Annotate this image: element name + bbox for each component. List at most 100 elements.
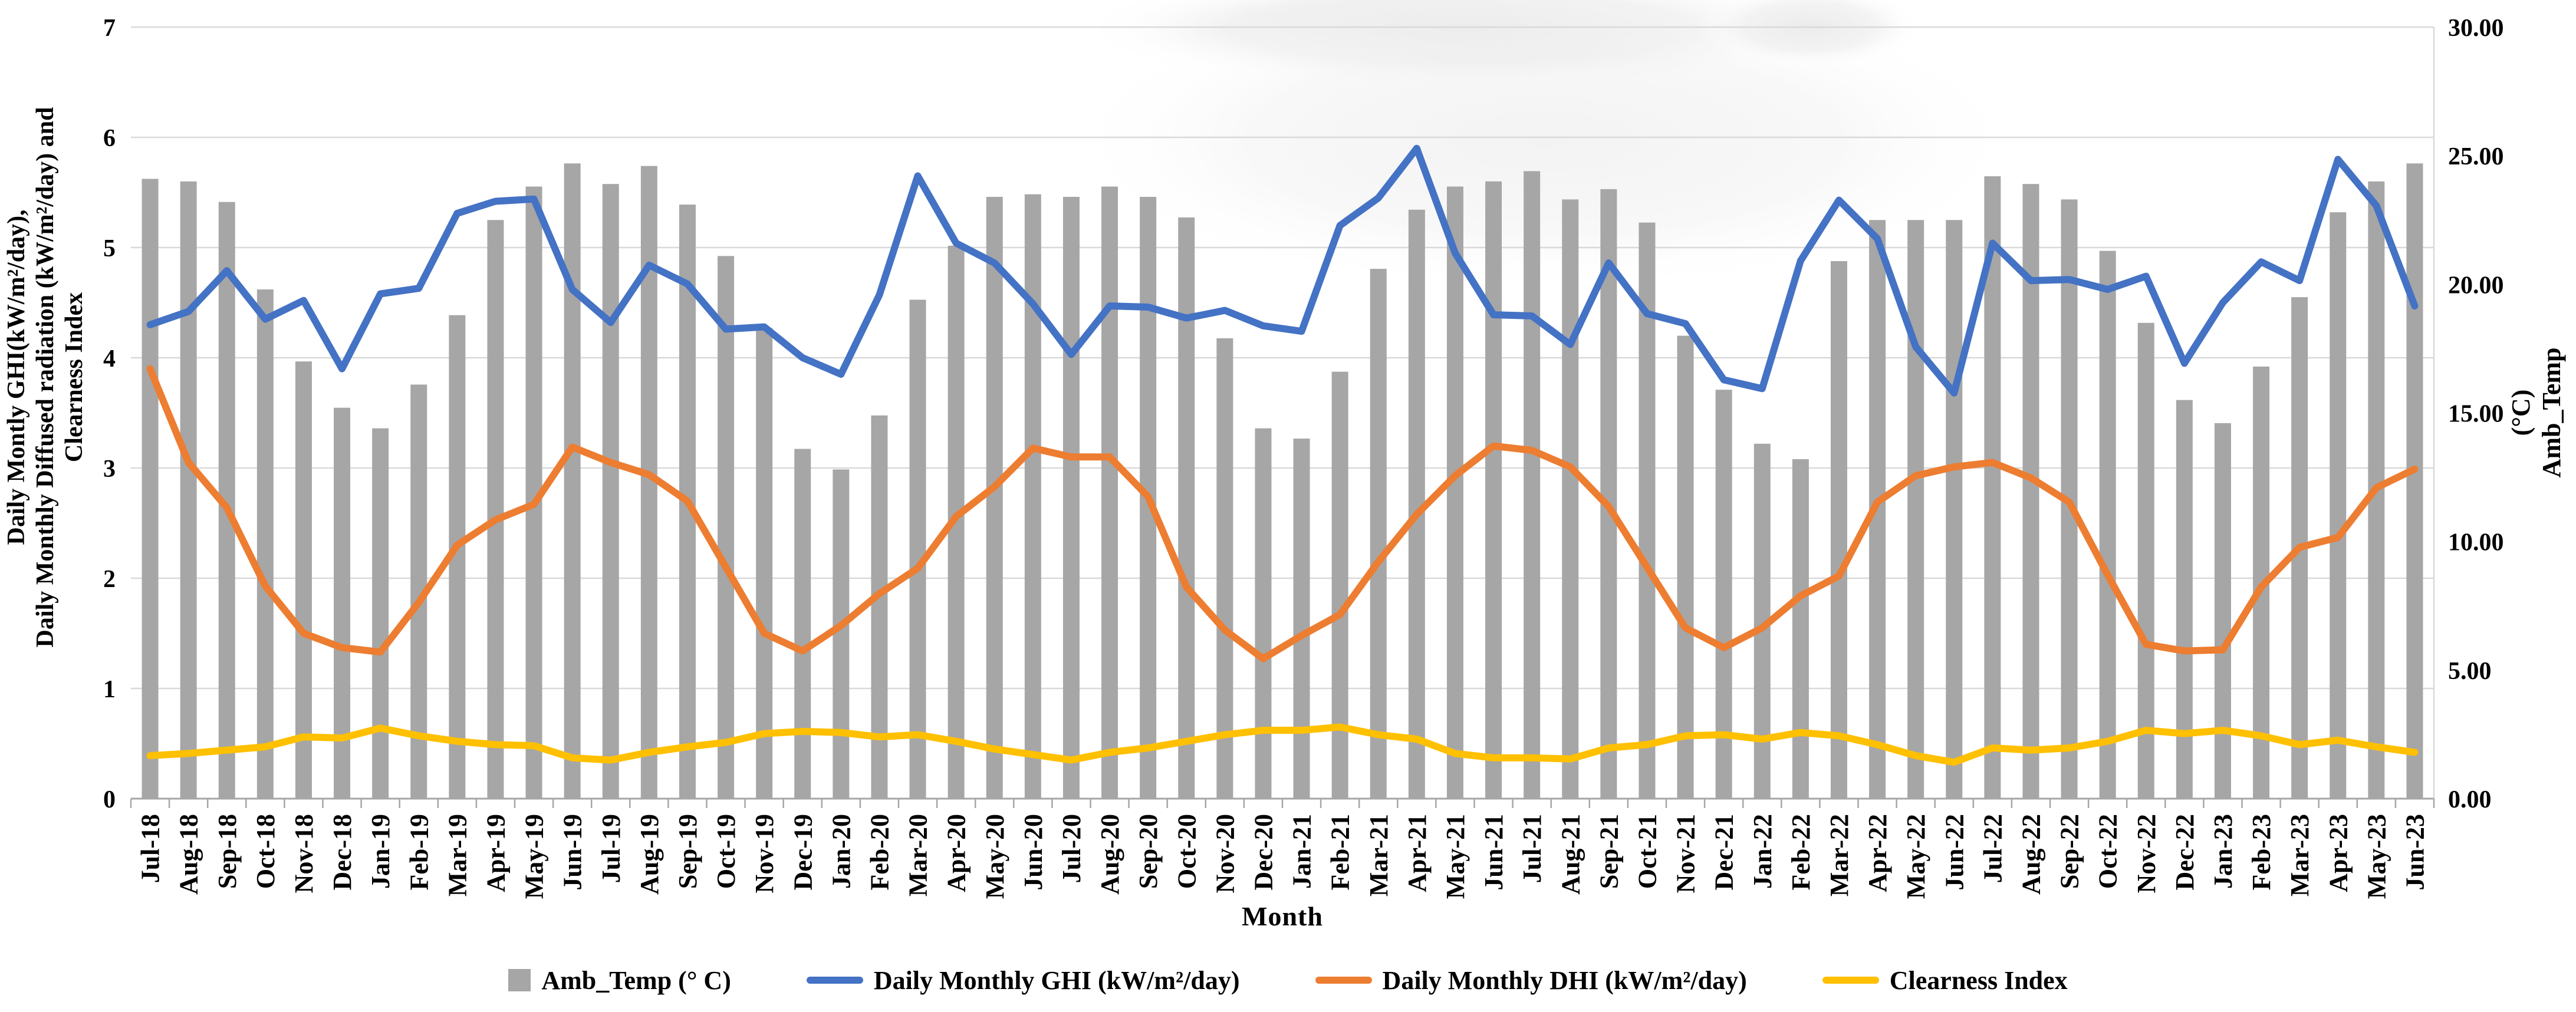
x-axis-title: Month <box>1242 901 1323 931</box>
month-tick-label: Jun-22 <box>1940 814 1969 891</box>
left-axis-tick-labels: 0 1 2 3 4 5 6 7 <box>103 15 116 813</box>
amb-temp-bar <box>2022 184 2039 799</box>
left-axis-tick-label: 1 <box>103 676 116 703</box>
amb-temp-bar <box>1178 217 1195 799</box>
left-axis-tick-label: 2 <box>103 566 116 593</box>
left-axis-tick-label: 4 <box>103 345 116 373</box>
right-axis-tick-label: 15.00 <box>2448 401 2504 428</box>
amb-temp-bar <box>1331 371 1348 799</box>
month-tick-label: May-19 <box>520 814 549 899</box>
month-tick-label: Aug-22 <box>2016 814 2045 895</box>
right-axis-title-line2: Amb_Temp <box>2537 347 2566 478</box>
amb-temp-bar <box>2099 250 2116 799</box>
legend-label: Daily Monthly DHI (kW/m²/day) <box>1382 965 1747 995</box>
amb-temp-bar <box>909 299 926 799</box>
month-tick-label: May-22 <box>1901 814 1930 899</box>
month-tick-label: Feb-19 <box>404 814 433 891</box>
right-axis-tick-label: 10.00 <box>2448 529 2504 556</box>
month-tick-label: Mar-20 <box>904 814 933 896</box>
amb-temp-bar <box>1216 338 1233 799</box>
month-tick-label: Nov-21 <box>1672 814 1700 893</box>
amb-temp-bar <box>794 449 811 799</box>
amb-temp-bar <box>1062 196 1080 799</box>
month-tick-label: Aug-20 <box>1095 814 1124 895</box>
month-tick-label: Aug-21 <box>1556 814 1585 895</box>
amb-temp-bar <box>1293 439 1310 799</box>
amb-temp-bar <box>1524 171 1541 799</box>
month-tick-label: Dec-22 <box>2170 814 2199 891</box>
amb-temp-bar <box>1024 194 1041 799</box>
month-tick-label: Oct-20 <box>1172 814 1201 889</box>
month-tick-label: Jul-19 <box>597 814 626 883</box>
month-tick-label: Jul-22 <box>1978 814 2007 883</box>
month-tick-label: Nov-22 <box>2132 814 2161 893</box>
amb-temp-bar <box>833 469 850 799</box>
month-tick-label: Sep-22 <box>2055 814 2084 889</box>
ghi-line-swatch-icon <box>806 977 863 984</box>
amb-temp-bar <box>1830 261 1847 799</box>
month-tick-label: Dec-20 <box>1249 814 1278 891</box>
legend-item-clearness: Clearness Index <box>1822 965 2068 995</box>
left-axis-tick-label: 7 <box>103 15 116 42</box>
month-tick-label: Sep-18 <box>213 814 242 889</box>
amb-temp-bar <box>487 220 504 799</box>
amb-temp-bar <box>1907 220 1924 799</box>
left-axis-tick-label: 5 <box>103 235 116 262</box>
month-tick-label: May-20 <box>981 814 1009 899</box>
amb-temp-bar <box>756 328 773 799</box>
month-tick-label: Oct-22 <box>2094 814 2123 889</box>
amb-temp-bar <box>1562 199 1579 799</box>
ghi-line <box>146 144 2419 397</box>
amb-temp-bar <box>986 196 1003 799</box>
month-tick-label: Dec-21 <box>1710 814 1739 891</box>
right-axis-tick-label: 0.00 <box>2448 786 2492 813</box>
month-tick-label: Oct-21 <box>1633 814 1662 889</box>
amb-temp-bar <box>180 181 197 799</box>
clearness-index-line <box>146 723 2419 766</box>
amb-temp-bar <box>256 289 274 799</box>
amb-temp-bar <box>2214 423 2231 799</box>
left-axis-title-line2: Daily Monthly Diffused radiation (kW/m²/… <box>32 107 59 648</box>
month-tick-label: Apr-20 <box>942 814 971 892</box>
amb-temp-bar <box>2137 322 2154 799</box>
amb-temp-bar <box>718 256 735 799</box>
amb-temp-bar <box>1715 390 1732 799</box>
month-tick-label: Jul-18 <box>136 814 165 883</box>
amb-temp-bar <box>1485 181 1502 799</box>
month-tick-label: Jun-19 <box>558 814 587 891</box>
month-tick-label: Sep-20 <box>1134 814 1163 889</box>
amb-temp-bar <box>1792 459 1809 799</box>
right-axis-tick-label: 20.00 <box>2448 272 2504 299</box>
amb-temp-bar <box>295 361 312 799</box>
right-axis-title: (°C) Amb_Temp <box>2506 283 2567 542</box>
month-tick-label: Jul-20 <box>1057 814 1086 883</box>
left-axis-tick-label: 0 <box>103 786 116 813</box>
amb-temp-bar <box>142 179 159 799</box>
amb-temp-bar <box>1370 269 1387 799</box>
month-tick-label: Jan-23 <box>2209 814 2238 889</box>
legend-item-dhi: Daily Monthly DHI (kW/m²/day) <box>1315 965 1747 995</box>
legend-label: Daily Monthly GHI (kW/m²/day) <box>873 965 1240 995</box>
month-tick-label: Jun-21 <box>1479 814 1508 891</box>
left-axis-title-line1: Daily Montly GHI(kW/m²/day), <box>3 209 30 545</box>
amb-temp-bar <box>1446 186 1463 799</box>
month-tick-label: Apr-21 <box>1403 814 1432 892</box>
month-tick-label: Oct-18 <box>251 814 280 889</box>
month-tick-label: Aug-19 <box>635 814 664 895</box>
amb-temp-bar <box>2176 400 2193 799</box>
left-axis-title-line3: Clearness Index <box>61 292 88 463</box>
legend-item-amb-temp: Amb_Temp (° C) <box>508 965 731 995</box>
month-tick-label: Jan-21 <box>1288 814 1317 889</box>
right-axis-tick-label: 30.00 <box>2448 15 2504 42</box>
right-axis-tick-label: 25.00 <box>2448 143 2504 170</box>
amb-temp-bar <box>1984 176 2001 799</box>
month-tick-label: Dec-19 <box>788 814 817 891</box>
month-tick-label: Feb-22 <box>1787 814 1815 891</box>
month-tick-label: Jan-19 <box>366 814 395 889</box>
month-tick-label: Mar-22 <box>1825 814 1854 896</box>
month-tick-label: May-23 <box>2362 814 2391 899</box>
month-tick-label: Feb-21 <box>1326 814 1355 891</box>
month-tick-label: Jul-21 <box>1518 814 1547 883</box>
